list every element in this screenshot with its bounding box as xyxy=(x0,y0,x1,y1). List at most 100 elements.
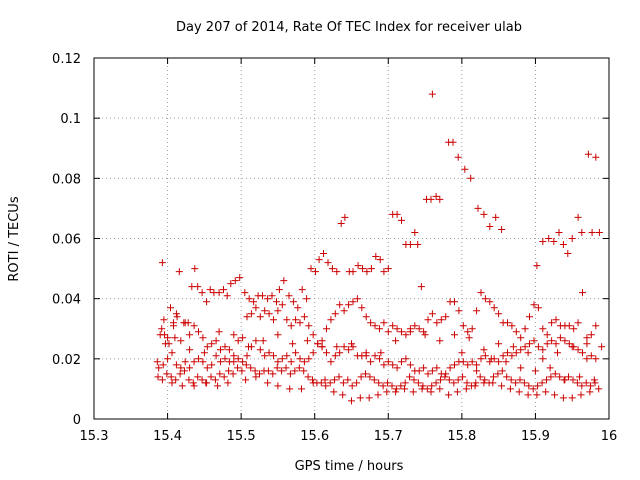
data-point-s0-13 xyxy=(191,265,199,273)
grid-lines xyxy=(94,58,609,419)
data-point-s5-5 xyxy=(245,343,252,351)
data-point-s1-46 xyxy=(358,304,366,312)
data-point-s4-23 xyxy=(409,388,417,396)
data-point-s2-83 xyxy=(521,343,529,351)
data-point-s5-23 xyxy=(509,343,517,351)
data-point-s2-9 xyxy=(195,355,202,363)
data-point-s2-93 xyxy=(565,340,573,348)
data-point-s2-71 xyxy=(468,358,476,366)
data-point-s2-33 xyxy=(300,358,308,366)
data-point-s0-16 xyxy=(203,298,211,306)
data-point-s0-3 xyxy=(161,331,169,339)
data-point-s3-99 xyxy=(591,379,599,387)
data-point-s2-29 xyxy=(283,352,291,360)
data-point-s2-65 xyxy=(442,370,450,378)
data-point-s4-38 xyxy=(542,388,550,396)
data-point-s2-31 xyxy=(292,349,300,357)
data-point-s5-29 xyxy=(598,343,606,351)
data-point-s3-76 xyxy=(490,373,497,381)
data-point-s1-56 xyxy=(402,331,410,339)
data-point-s3-73 xyxy=(476,373,484,381)
data-point-s5-20 xyxy=(465,334,473,342)
data-point-s4-43 xyxy=(586,388,594,396)
data-point-s0-23 xyxy=(231,277,239,285)
data-point-s2-39 xyxy=(327,358,335,366)
data-point-s4-32 xyxy=(489,379,497,387)
data-point-s3-69 xyxy=(459,373,467,381)
data-point-s4-42 xyxy=(577,391,585,399)
data-point-s1-89 xyxy=(548,319,556,327)
data-point-s4-11 xyxy=(298,385,305,393)
data-point-s2-5 xyxy=(177,364,185,372)
data-point-s3-80 xyxy=(507,376,515,384)
data-point-s0-83 xyxy=(539,238,547,245)
data-point-s0-55 xyxy=(372,253,380,260)
data-point-s2-17 xyxy=(230,358,238,366)
data-point-s2-53 xyxy=(389,361,397,369)
data-point-s3-18 xyxy=(234,364,241,372)
data-point-s0-79 xyxy=(486,223,494,230)
data-point-s4-12 xyxy=(309,379,317,387)
data-point-s2-73 xyxy=(477,355,485,363)
data-point-s3-31 xyxy=(291,367,299,375)
data-point-s0-63 xyxy=(406,241,414,248)
data-point-s0-20 xyxy=(220,286,227,294)
data-point-s0-46 xyxy=(333,268,341,276)
data-point-s4-40 xyxy=(559,394,567,402)
data-point-s1-40 xyxy=(331,310,339,318)
data-point-s2-7 xyxy=(186,364,194,372)
data-point-s2-77 xyxy=(495,358,503,366)
data-point-s1-67 xyxy=(451,298,458,306)
data-point-s1-81 xyxy=(512,328,520,336)
data-point-s3-74 xyxy=(481,376,489,384)
data-point-s0-42 xyxy=(315,256,323,264)
data-point-s3-63 xyxy=(432,379,440,387)
data-point-s3-93 xyxy=(565,373,572,381)
data-point-s1-5 xyxy=(177,337,185,345)
data-point-s2-98 xyxy=(587,352,595,360)
data-point-s1-58 xyxy=(411,322,419,330)
y-tick-label: 0.06 xyxy=(52,233,81,248)
data-point-s1-88 xyxy=(543,331,551,339)
data-point-s3-79 xyxy=(503,373,511,381)
data-point-s0-94 xyxy=(592,153,600,161)
data-point-s4-7 xyxy=(252,373,260,381)
data-point-s0-40 xyxy=(307,265,315,273)
data-point-s1-75 xyxy=(486,298,494,306)
data-point-s1-7 xyxy=(186,331,194,339)
data-point-s2-11 xyxy=(203,364,211,372)
data-point-s1-12 xyxy=(208,340,216,348)
data-point-s1-82 xyxy=(517,334,525,342)
data-point-s3-3 xyxy=(167,373,175,381)
data-point-s2-27 xyxy=(274,358,282,366)
data-point-s1-79 xyxy=(504,319,511,327)
data-point-s5-7 xyxy=(274,331,282,339)
y-tick-label: 0.02 xyxy=(52,353,81,368)
data-point-s1-10 xyxy=(199,334,207,342)
data-point-s1-86 xyxy=(534,304,542,312)
data-point-s0-41 xyxy=(312,268,319,276)
y-tick-label: 0.1 xyxy=(60,112,81,127)
data-point-s4-18 xyxy=(365,394,373,402)
data-point-s0-88 xyxy=(564,250,572,257)
data-point-s0-4 xyxy=(160,316,168,324)
data-point-s1-60 xyxy=(420,328,428,336)
data-point-s4-10 xyxy=(286,385,294,393)
data-point-s0-93 xyxy=(588,229,596,236)
data-point-s1-19 xyxy=(239,334,247,342)
plot-frame xyxy=(93,57,610,420)
data-point-s4-2 xyxy=(190,382,198,390)
data-point-s3-68 xyxy=(454,376,462,384)
data-point-s1-76 xyxy=(490,304,498,312)
data-point-s3-60 xyxy=(419,382,427,390)
data-point-s0-44 xyxy=(324,259,332,267)
data-point-s2-55 xyxy=(398,358,405,366)
data-point-s0-36 xyxy=(289,298,297,306)
data-point-s3-84 xyxy=(525,382,533,390)
data-point-s0-33 xyxy=(275,286,283,294)
data-point-s5-38 xyxy=(473,367,481,375)
data-point-s3-58 xyxy=(410,376,418,384)
data-point-s1-48 xyxy=(367,319,375,327)
data-point-s1-11 xyxy=(203,343,211,351)
data-point-s4-26 xyxy=(436,385,444,393)
